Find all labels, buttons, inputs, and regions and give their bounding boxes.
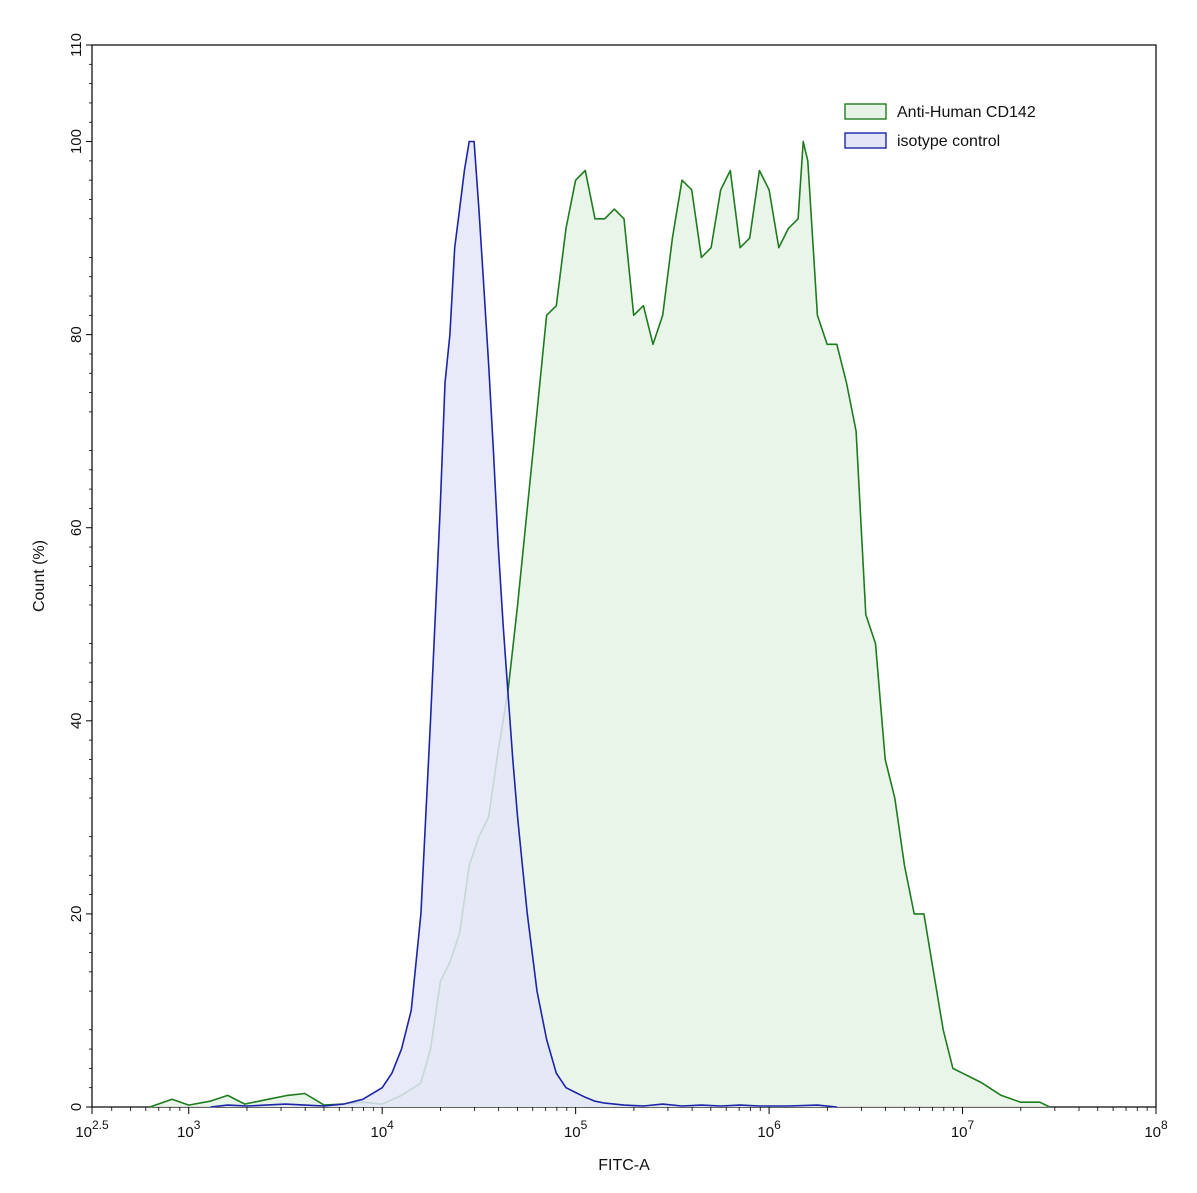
- x-tick-label: 104: [370, 1118, 394, 1141]
- x-tick-label: 106: [757, 1118, 781, 1141]
- x-tick-label: 105: [564, 1118, 588, 1141]
- legend-label: isotype control: [897, 133, 1000, 150]
- axis-layer: 0 20 40 60 80 100 110 102.5 103 104 105 106 107 108: [68, 33, 1168, 1141]
- x-axis-title: FITC-A: [598, 1157, 650, 1174]
- series-line-1: [210, 140, 837, 1108]
- series-layer: [149, 140, 1050, 1108]
- y-tick-label: 20: [68, 906, 85, 923]
- y-tick-label: 60: [68, 519, 85, 536]
- series-area-1: [210, 141, 837, 1107]
- x-tick-label: 103: [177, 1118, 201, 1141]
- x-tick-label: 107: [951, 1118, 975, 1141]
- legend: Anti-Human CD142 isotype control: [844, 103, 1036, 150]
- y-tick-label: 0: [68, 1103, 85, 1111]
- y-tick-label: 110: [68, 33, 85, 57]
- y-tick-label: 100: [68, 129, 85, 154]
- y-tick-label: 80: [68, 326, 85, 343]
- legend-swatch: [844, 132, 887, 149]
- legend-swatch: [844, 103, 887, 120]
- legend-label: Anti-Human CD142: [897, 104, 1036, 121]
- y-tick-label: 40: [68, 712, 85, 729]
- x-tick-label: 108: [1144, 1118, 1168, 1141]
- y-axis-title: Count (%): [31, 540, 48, 612]
- x-tick-label: 102.5: [75, 1118, 109, 1141]
- series-area-0: [149, 141, 1050, 1107]
